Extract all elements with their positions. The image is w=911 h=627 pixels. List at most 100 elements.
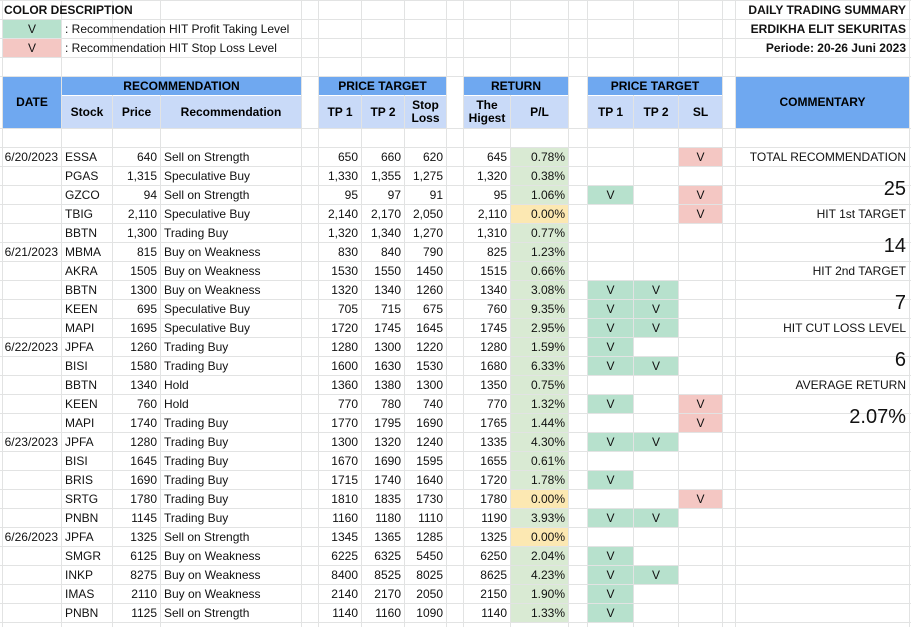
cell-highest: 645 [486, 150, 507, 164]
cell-tp1: 1770 [331, 416, 358, 430]
grid-line [0, 166, 911, 167]
cell-hit-sl [679, 224, 722, 242]
cell-tp2: 840 [380, 245, 401, 259]
cell-price: 1280 [130, 435, 157, 449]
grid-line [0, 489, 911, 490]
grid-line [160, 0, 161, 627]
cell-hit-tp2: V [634, 300, 678, 318]
cell-tp2: 1160 [375, 606, 401, 620]
cell-pl: 1.90% [511, 585, 568, 603]
header-highest: The Higest [464, 96, 510, 128]
commentary-avg-label: AVERAGE RETURN [795, 378, 906, 392]
cell-hit-tp1 [588, 224, 633, 242]
cell-hit-tp1: V [588, 509, 633, 527]
cell-recommendation: Speculative Buy [164, 207, 251, 221]
cell-highest: 2150 [480, 587, 507, 601]
legend-stoploss-swatch: V [3, 39, 61, 57]
cell-hit-tp2 [634, 528, 678, 546]
cell-price: 1580 [130, 359, 157, 373]
cell-tp1: 1,330 [327, 169, 358, 183]
cell-recommendation: Hold [164, 397, 189, 411]
cell-stop-loss: 740 [422, 397, 443, 411]
grid-line [0, 185, 911, 186]
header-price: Price [113, 96, 160, 128]
cell-highest: 1190 [481, 511, 507, 525]
cell-tp1: 1360 [331, 378, 358, 392]
cell-hit-sl [679, 300, 722, 318]
cell-price: 695 [136, 302, 157, 316]
cell-hit-sl [679, 281, 722, 299]
cell-pl: 0.75% [511, 376, 568, 394]
cell-recommendation: Buy on Weakness [164, 568, 261, 582]
grid-line [678, 0, 679, 627]
cell-hit-sl [679, 167, 722, 185]
grid-line [0, 356, 911, 357]
grid-line [0, 375, 911, 376]
cell-highest: 1515 [480, 264, 507, 278]
cell-date [3, 395, 61, 413]
cell-hit-sl: V [679, 205, 722, 223]
grid-line [361, 0, 362, 627]
grid-line [0, 622, 911, 623]
cell-date [3, 490, 61, 508]
cell-recommendation: Buy on Weakness [164, 549, 261, 563]
cell-highest: 1745 [480, 321, 507, 335]
cell-recommendation: Speculative Buy [164, 169, 251, 183]
grid-line [0, 242, 911, 243]
grid-line [0, 38, 911, 39]
cell-hit-sl [679, 528, 722, 546]
cell-stop-loss: 91 [429, 188, 443, 202]
cell-hit-tp2 [634, 471, 678, 489]
cell-stock: BBTN [65, 226, 98, 240]
grid-line [735, 0, 736, 627]
cell-highest: 1335 [480, 435, 507, 449]
cell-hit-tp1: V [588, 186, 633, 204]
cell-pl: 1.32% [511, 395, 568, 413]
cell-date [3, 452, 61, 470]
grid-line [0, 337, 911, 338]
cell-date [3, 357, 61, 375]
cell-highest: 1140 [481, 606, 507, 620]
cell-stop-loss: 8025 [416, 568, 443, 582]
cell-hit-tp1: V [588, 281, 633, 299]
header-date: DATE [3, 77, 61, 128]
cell-hit-tp2 [634, 167, 678, 185]
cell-recommendation: Trading Buy [164, 454, 229, 468]
cell-date: 6/20/2023 [4, 150, 58, 164]
cell-recommendation: Buy on Weakness [164, 587, 261, 601]
cell-hit-tp2 [634, 585, 678, 603]
cell-pl: 0.77% [511, 224, 568, 242]
cell-tp2: 2,170 [370, 207, 401, 221]
cell-tp1: 1345 [331, 530, 358, 544]
cell-hit-tp1: V [588, 395, 633, 413]
cell-recommendation: Trading Buy [164, 435, 229, 449]
cell-hit-tp1: V [588, 566, 633, 584]
commentary-avg-value: 2.07% [849, 406, 906, 428]
legend-stoploss-text: : Recommendation HIT Stop Loss Level [65, 41, 277, 55]
cell-date [3, 186, 61, 204]
cell-hit-sl: V [679, 414, 722, 432]
cell-pl: 2.95% [511, 319, 568, 337]
cell-stock: BRIS [65, 473, 94, 487]
cell-tp1: 1600 [331, 359, 358, 373]
cell-highest: 1780 [480, 492, 507, 506]
cell-tp1: 1670 [331, 454, 358, 468]
cell-date [3, 281, 61, 299]
cell-hit-tp1 [588, 528, 633, 546]
cell-pl: 9.35% [511, 300, 568, 318]
cell-stock: SRTG [65, 492, 99, 506]
grid-line [0, 470, 911, 471]
commentary-hit2-value: 7 [894, 292, 906, 314]
cell-hit-tp2 [634, 414, 678, 432]
cell-recommendation: Sell on Strength [164, 150, 250, 164]
cell-stock: PNBN [65, 606, 99, 620]
cell-tp1: 1,320 [327, 226, 358, 240]
cell-price: 815 [136, 245, 157, 259]
cell-stock: BBTN [65, 378, 98, 392]
cell-hit-tp2 [634, 205, 678, 223]
cell-tp2: 1320 [374, 435, 401, 449]
cell-tp2: 1835 [374, 492, 401, 506]
commentary-cut-value: 6 [894, 349, 906, 371]
cell-date [3, 376, 61, 394]
cell-price: 1125 [131, 606, 157, 620]
